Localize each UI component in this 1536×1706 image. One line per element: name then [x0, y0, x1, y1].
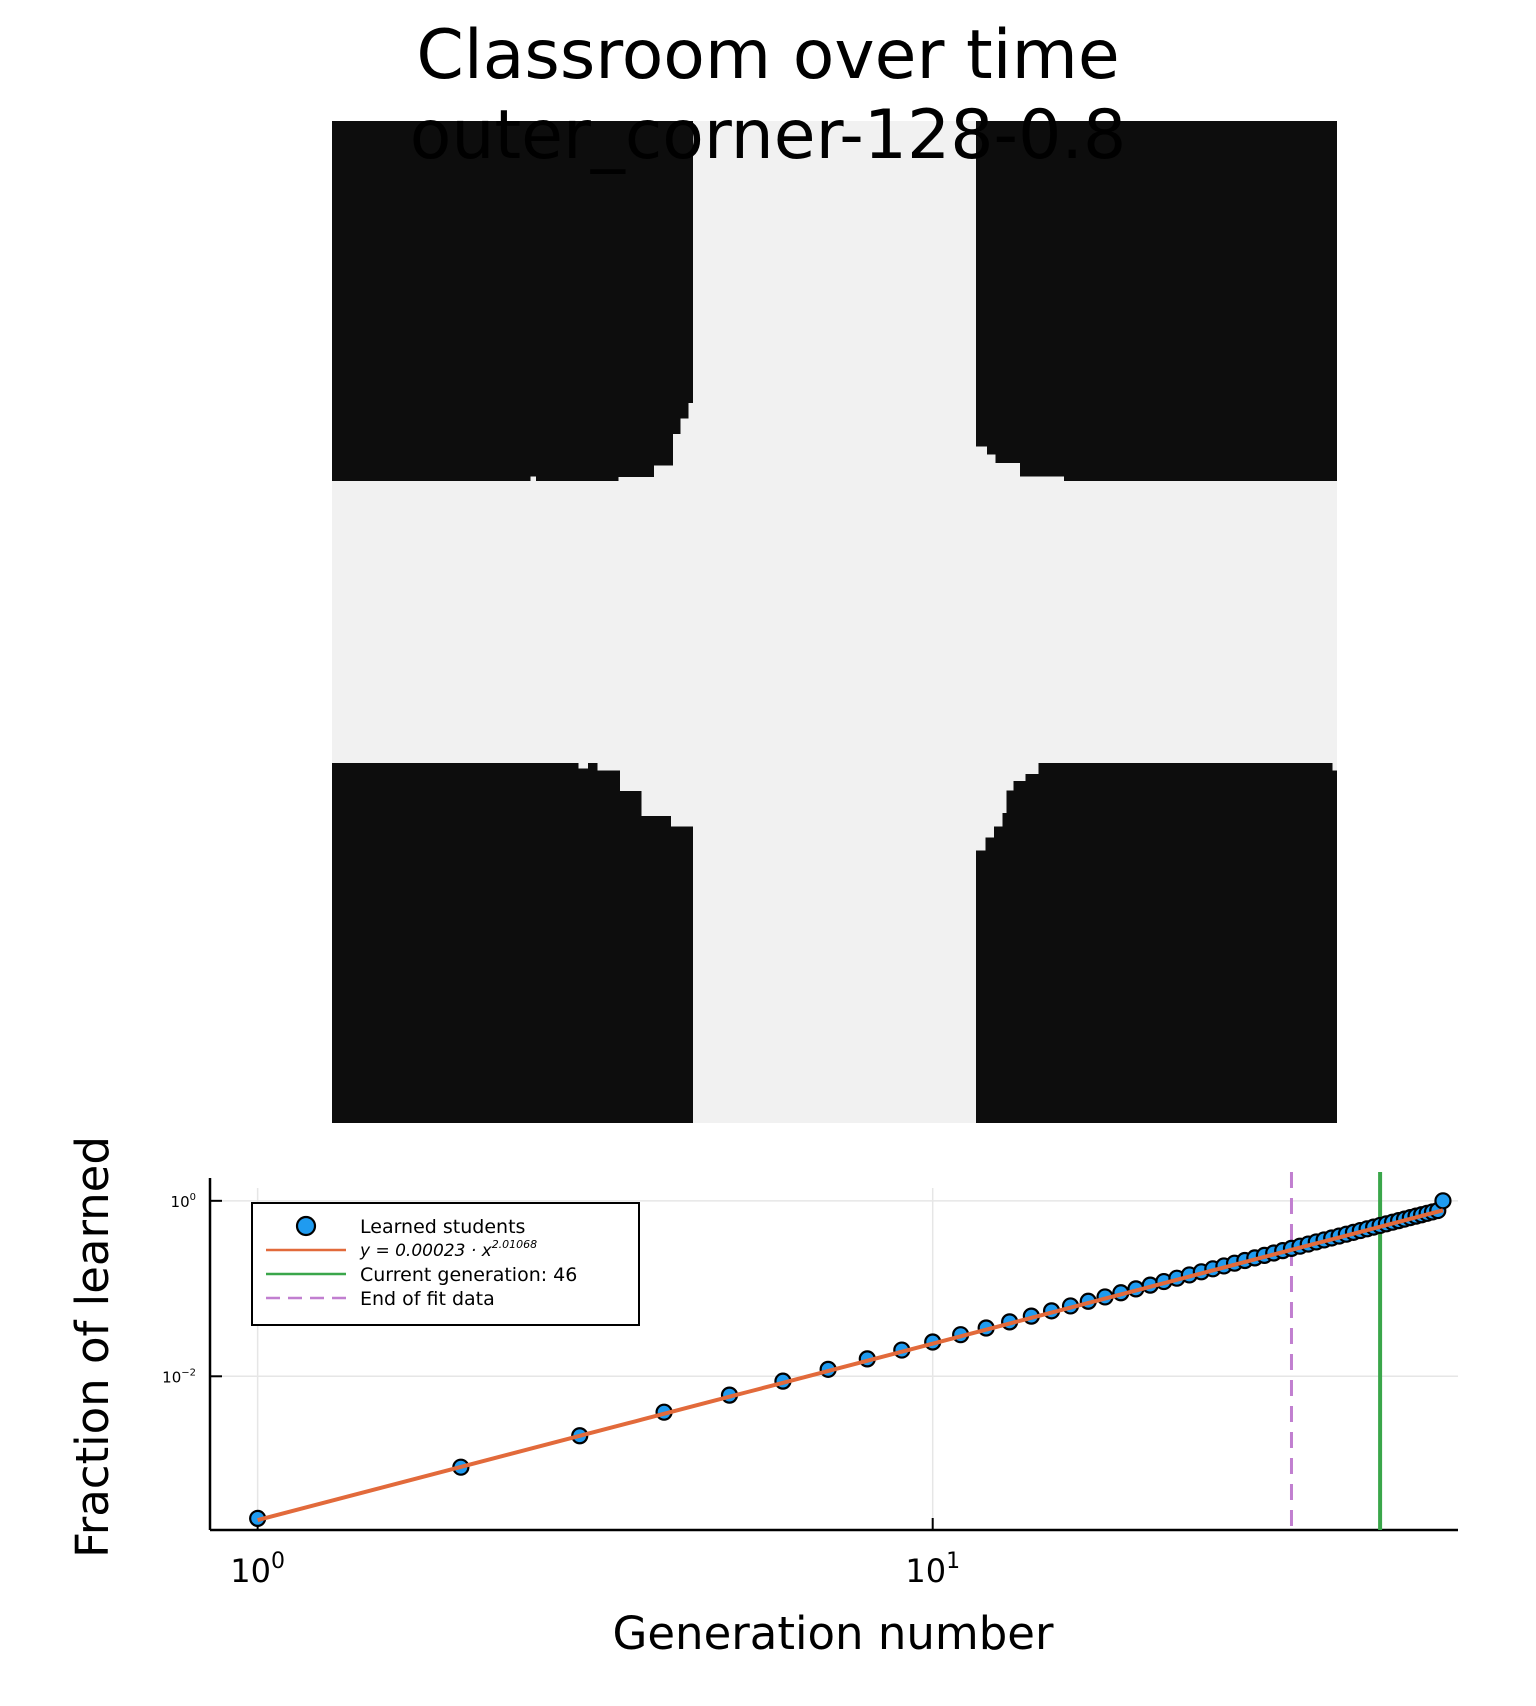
legend-label-fit: y = 0.00023 · x2.01068 [359, 1238, 537, 1261]
fraction-learned-plot: 100 101 10−2 100 Generation number Fraction… [66, 1136, 1458, 1660]
data-point [1434, 1192, 1452, 1210]
chart-title-line-1: Classroom over time [416, 16, 1120, 95]
learned-region-bottom-right [975, 762, 1337, 1123]
plot-ticks: 100 101 10−2 100 [162, 1192, 960, 1590]
plot-series [249, 1172, 1452, 1530]
legend-box [251, 1202, 640, 1326]
learned-region-bottom-left [332, 762, 694, 1123]
legend-label-end-of-fit: End of fit data [360, 1288, 495, 1310]
y-tick-label: 100 [171, 1192, 196, 1211]
y-axis-label: Fraction of learned [66, 1136, 119, 1558]
chart-title-line-2: outer_corner-128-0.8 [409, 96, 1127, 175]
x-tick-label: 101 [905, 1549, 960, 1590]
plot-axes [208, 1178, 1458, 1532]
learned-region-top-left [332, 121, 694, 482]
classroom-heatmap [332, 121, 1337, 1123]
y-tick-label: 10−2 [162, 1367, 196, 1386]
legend-label-points: Learned students [360, 1216, 525, 1238]
x-axis-label: Generation number [613, 1607, 1054, 1660]
fit-line [257, 1208, 1444, 1522]
legend-marker-points [295, 1215, 317, 1237]
x-tick-label: 100 [230, 1549, 285, 1590]
learned-region-top-right [975, 121, 1337, 482]
legend-label-current-generation: Current generation: 46 [360, 1264, 577, 1286]
